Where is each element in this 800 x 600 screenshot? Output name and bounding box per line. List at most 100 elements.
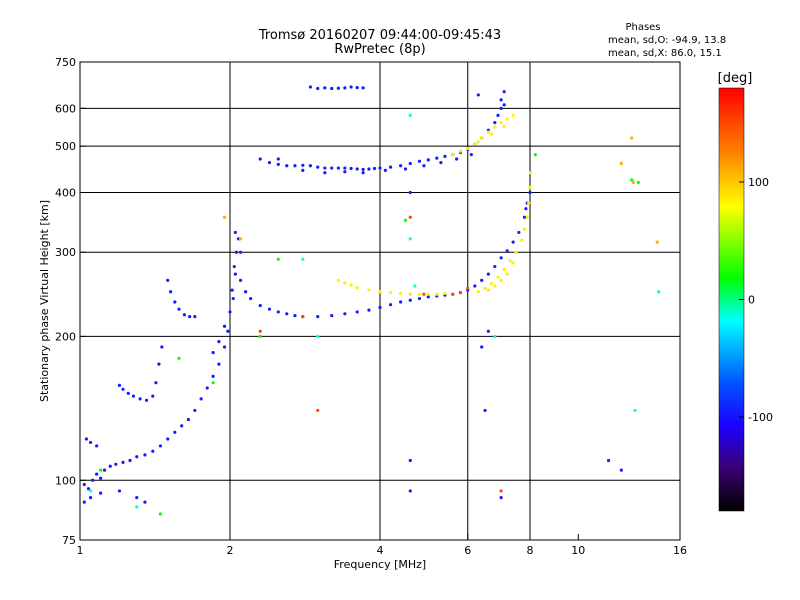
data-point bbox=[228, 310, 232, 314]
data-point bbox=[88, 440, 93, 445]
data-point bbox=[408, 298, 412, 302]
data-point bbox=[177, 307, 181, 311]
data-point bbox=[443, 154, 447, 158]
data-point bbox=[408, 458, 412, 463]
data-point bbox=[451, 153, 455, 157]
data-point bbox=[528, 185, 532, 189]
data-point bbox=[293, 314, 297, 318]
data-point bbox=[126, 391, 130, 395]
data-point bbox=[158, 444, 163, 448]
data-point bbox=[99, 491, 103, 495]
data-points bbox=[82, 85, 661, 516]
data-point bbox=[135, 455, 139, 459]
data-point bbox=[88, 495, 93, 500]
data-point bbox=[508, 259, 512, 263]
data-point bbox=[496, 275, 500, 279]
data-point bbox=[630, 136, 634, 140]
data-point bbox=[657, 290, 661, 294]
data-point bbox=[233, 230, 237, 235]
data-point bbox=[316, 315, 320, 319]
y-tick-label: 600 bbox=[55, 102, 76, 115]
data-point bbox=[258, 334, 262, 338]
data-point bbox=[117, 489, 122, 493]
data-point bbox=[238, 278, 243, 282]
data-point bbox=[166, 437, 170, 441]
data-point bbox=[378, 305, 382, 309]
data-point bbox=[619, 468, 623, 472]
x-axis: 1 2 4 6 8 10 16 bbox=[77, 534, 687, 557]
data-point bbox=[378, 290, 382, 294]
colorbar-tick-label: 100 bbox=[748, 176, 769, 189]
x-tick-label: 6 bbox=[464, 544, 471, 557]
data-point bbox=[231, 296, 235, 301]
data-point bbox=[522, 215, 527, 219]
data-point bbox=[82, 482, 86, 487]
data-point bbox=[244, 290, 248, 294]
data-point bbox=[408, 237, 412, 241]
data-point bbox=[158, 512, 163, 516]
data-point bbox=[193, 408, 197, 413]
data-point bbox=[88, 489, 93, 493]
data-point bbox=[217, 340, 221, 344]
data-point bbox=[316, 86, 320, 91]
data-point bbox=[399, 300, 403, 304]
data-point bbox=[157, 362, 161, 366]
data-point bbox=[308, 85, 313, 89]
data-point bbox=[336, 278, 340, 282]
x-axis-label: Frequency [MHz] bbox=[334, 558, 426, 571]
data-point bbox=[276, 257, 280, 261]
data-point bbox=[367, 308, 371, 312]
data-point bbox=[522, 227, 527, 231]
data-point bbox=[525, 215, 529, 219]
data-point bbox=[217, 362, 221, 366]
data-point bbox=[502, 90, 506, 94]
data-point bbox=[502, 103, 506, 107]
data-point bbox=[95, 472, 99, 476]
data-point bbox=[267, 160, 272, 165]
data-point bbox=[435, 156, 439, 160]
data-point bbox=[417, 296, 422, 301]
data-point bbox=[426, 292, 430, 296]
data-point bbox=[233, 272, 237, 276]
data-point bbox=[533, 153, 537, 157]
data-point bbox=[408, 190, 412, 195]
data-point bbox=[114, 462, 118, 466]
data-point bbox=[232, 264, 236, 269]
data-point bbox=[408, 161, 412, 166]
x-tick-label: 16 bbox=[673, 544, 687, 557]
y-tick-label: 500 bbox=[55, 140, 76, 153]
data-point bbox=[388, 303, 393, 307]
y-tick-label: 400 bbox=[55, 186, 76, 199]
data-point bbox=[343, 166, 347, 170]
y-tick-label: 300 bbox=[55, 246, 76, 259]
data-point bbox=[361, 171, 365, 175]
data-point bbox=[486, 329, 490, 333]
data-point bbox=[102, 468, 107, 472]
data-point bbox=[619, 161, 623, 166]
data-point bbox=[128, 458, 132, 463]
data-point bbox=[443, 291, 447, 296]
data-point bbox=[188, 315, 192, 319]
data-point bbox=[413, 284, 417, 288]
chart-subtitle: RwPretec (8p) bbox=[334, 42, 425, 57]
data-point bbox=[355, 285, 359, 290]
data-point bbox=[343, 312, 347, 316]
data-point bbox=[82, 500, 86, 504]
data-point bbox=[330, 86, 334, 91]
data-point bbox=[323, 166, 327, 170]
data-point bbox=[211, 350, 215, 355]
y-axis: 75 100 200 300 400 500 600 750 bbox=[55, 56, 86, 547]
data-point bbox=[499, 121, 503, 125]
data-point bbox=[455, 157, 459, 161]
data-point bbox=[285, 164, 289, 168]
data-point bbox=[336, 86, 340, 90]
data-point bbox=[524, 207, 528, 211]
colorbar-tick-label: -100 bbox=[748, 411, 773, 424]
data-point bbox=[177, 356, 181, 360]
data-point bbox=[655, 240, 659, 244]
data-point bbox=[490, 281, 494, 286]
data-point bbox=[367, 167, 371, 171]
data-point bbox=[301, 168, 305, 172]
data-point bbox=[435, 292, 439, 296]
data-point bbox=[480, 278, 484, 282]
